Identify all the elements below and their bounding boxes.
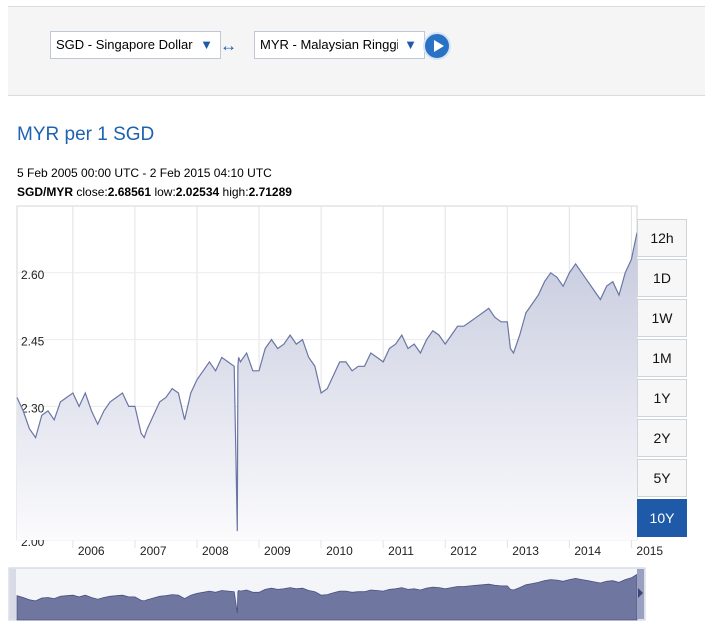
x-tick-label: 2014 <box>574 544 601 558</box>
from-currency-select[interactable]: SGD - Singapore Dollar ▼ <box>50 31 221 59</box>
range-button-2y[interactable]: 2Y <box>637 419 687 457</box>
range-button-1w[interactable]: 1W <box>637 299 687 337</box>
y-tick-label: 2.30 <box>21 401 45 415</box>
close-value: 2.68561 <box>107 185 152 199</box>
navigator-arrow-icon <box>638 588 643 598</box>
chart-title: MYR per 1 SGD <box>17 124 155 145</box>
pair-label: SGD/MYR <box>17 185 74 199</box>
x-tick-label: 2009 <box>264 544 291 558</box>
range-button-12h[interactable]: 12h <box>637 219 687 257</box>
high-label: high: <box>222 185 249 199</box>
pair-stats: SGD/MYR close:2.68561 low:2.02534 high:2… <box>17 185 292 199</box>
navigator-series <box>16 573 638 621</box>
x-tick-label: 2011 <box>388 544 414 558</box>
range-button-10y[interactable]: 10Y <box>637 499 687 537</box>
swap-icon[interactable]: ↔ <box>220 36 237 55</box>
range-button-1y[interactable]: 1Y <box>637 379 687 417</box>
chevron-down-icon: ▼ <box>200 37 213 52</box>
x-tick-label: 2008 <box>202 544 229 558</box>
high-value: 2.71289 <box>248 185 292 199</box>
y-tick-label: 2.60 <box>21 268 45 282</box>
play-button[interactable] <box>423 32 451 60</box>
low-label: low: <box>154 185 176 199</box>
x-tick-label: 2013 <box>512 544 539 558</box>
navigator-handle-left <box>10 569 16 619</box>
range-button-5y[interactable]: 5Y <box>637 459 687 497</box>
series-area <box>17 232 637 540</box>
y-tick-label: 2.45 <box>21 335 45 349</box>
series-line <box>16 232 638 532</box>
x-tick-label: 2006 <box>78 544 105 558</box>
low-value: 2.02534 <box>175 185 220 199</box>
x-tick-label: 2015 <box>636 544 663 558</box>
date-range: 5 Feb 2005 00:00 UTC - 2 Feb 2015 04:10 … <box>17 166 272 180</box>
to-currency-select[interactable]: MYR - Malaysian Ringgit ▼ <box>254 31 425 59</box>
x-tick-label: 2012 <box>450 544 477 558</box>
x-tick-label: 2007 <box>140 544 167 558</box>
range-button-1m[interactable]: 1M <box>637 339 687 377</box>
chevron-down-icon: ▼ <box>404 37 417 52</box>
close-label: close: <box>76 185 108 199</box>
from-currency-value: SGD - Singapore Dollar <box>56 37 193 52</box>
range-button-1d[interactable]: 1D <box>637 259 687 297</box>
to-currency-value: MYR - Malaysian Ringgit <box>260 37 398 52</box>
x-tick-label: 2010 <box>326 544 353 558</box>
